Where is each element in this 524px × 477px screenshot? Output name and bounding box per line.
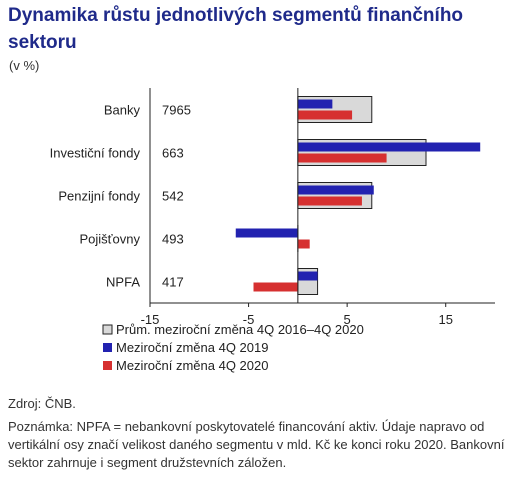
- bar-change-2020: [297, 153, 387, 163]
- chart: Banky 7965 Investiční fondy 663 Penzijní fon…: [50, 88, 495, 373]
- source-note: Zdroj: ČNB.: [8, 396, 76, 411]
- bar-change-2019: [297, 185, 374, 195]
- legend: Prům. meziroční změna 4Q 2016–4Q 2020 Mez…: [102, 322, 364, 373]
- x-tick-label: -5: [243, 312, 255, 327]
- segment-size-label: 542: [162, 189, 184, 204]
- segment-size-label: 417: [162, 275, 184, 290]
- category-label: Banky: [104, 103, 141, 118]
- legend-swatch: [102, 324, 113, 335]
- category-label: Pojišťovny: [79, 232, 140, 247]
- legend-swatch: [103, 361, 112, 370]
- bar-change-2020: [297, 110, 353, 120]
- legend-label: Meziroční změna 4Q 2019: [116, 340, 268, 355]
- footnote: Poznámka: NPFA = nebankovní poskytovatel…: [8, 419, 505, 470]
- x-tick-label: 5: [344, 312, 351, 327]
- bar-change-2019: [297, 271, 318, 281]
- segment-size-label: 7965: [162, 103, 191, 118]
- bar-change-2020: [297, 239, 310, 249]
- bar-change-2020: [297, 196, 362, 206]
- category-label: NPFA: [106, 275, 140, 290]
- bar-change-2019: [235, 228, 298, 238]
- legend-label: Prům. meziroční změna 4Q 2016–4Q 2020: [116, 322, 364, 337]
- bar-change-2020: [253, 282, 298, 292]
- segment-size-label: 663: [162, 146, 184, 161]
- x-tick-label: -15: [141, 312, 160, 327]
- bar-change-2019: [297, 142, 481, 152]
- category-label: Investiční fondy: [50, 146, 141, 161]
- category-label: Penzijní fondy: [58, 189, 140, 204]
- chart-title: Dynamika růstu jednotlivých segmentů fin…: [8, 5, 464, 53]
- legend-swatch: [103, 343, 112, 352]
- x-tick-label: 15: [438, 312, 452, 327]
- segment-size-label: 493: [162, 232, 184, 247]
- unit-label: (v %): [9, 58, 40, 73]
- bar-change-2019: [297, 99, 333, 109]
- legend-label: Meziroční změna 4Q 2020: [116, 358, 268, 373]
